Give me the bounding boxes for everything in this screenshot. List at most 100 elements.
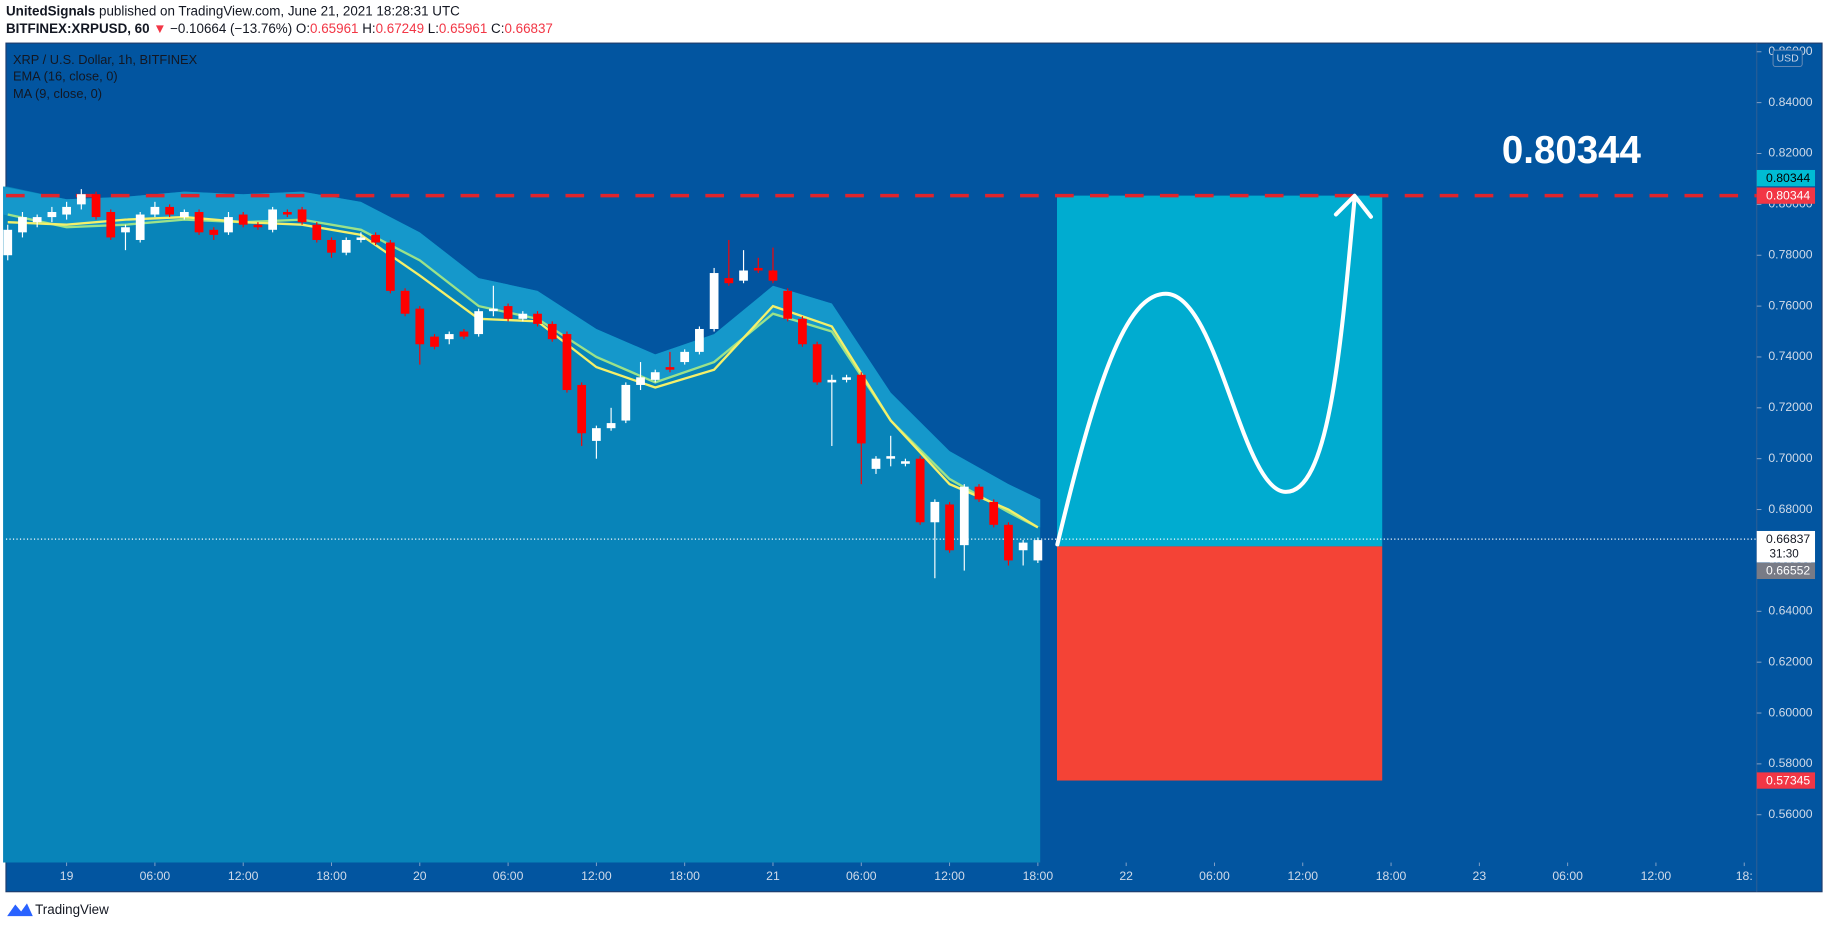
x-tick-label: 12:00 bbox=[1287, 869, 1318, 883]
y-tick-label: 0.68000 bbox=[1768, 502, 1812, 516]
candle-body bbox=[621, 384, 631, 421]
candle-body bbox=[945, 504, 954, 551]
y-tick-label: 0.70000 bbox=[1768, 451, 1812, 465]
currency: USD bbox=[1777, 54, 1800, 65]
candle-body bbox=[547, 323, 557, 340]
x-tick-label: 06:00 bbox=[493, 869, 524, 883]
y-tick-label: 0.62000 bbox=[1768, 654, 1812, 668]
price-label: 0.80344 bbox=[1766, 188, 1810, 202]
candle-body bbox=[76, 194, 86, 205]
candle-body bbox=[341, 239, 351, 253]
candles bbox=[3, 189, 1043, 579]
x-tick-label: 18: bbox=[1736, 869, 1753, 883]
candle-body bbox=[768, 270, 778, 281]
candle-body bbox=[562, 334, 572, 391]
y-tick-label: 0.82000 bbox=[1768, 146, 1812, 160]
candle-body bbox=[224, 217, 233, 233]
y-tick-label: 0.76000 bbox=[1768, 298, 1812, 312]
x-tick-label: 20 bbox=[413, 869, 427, 883]
target-annotation: 0.80344 bbox=[1502, 129, 1642, 172]
x-tick-label: 06:00 bbox=[140, 869, 171, 883]
x-tick-label: 18:00 bbox=[1376, 869, 1407, 883]
candle-body bbox=[783, 290, 793, 319]
area-fill bbox=[3, 186, 1041, 863]
price-label: 0.57345 bbox=[1766, 773, 1810, 787]
header-line-2: BITFINEX:XRPUSD, 60 ▼ −0.10664 (−13.76%) … bbox=[6, 21, 553, 36]
candle-body bbox=[312, 224, 322, 240]
candle-body bbox=[121, 227, 130, 233]
candle-body bbox=[135, 214, 145, 240]
current-price-label: 0.66837 bbox=[1766, 532, 1810, 546]
candle-body bbox=[327, 239, 336, 253]
candle-body bbox=[974, 486, 984, 500]
axes: 0.560000.580000.600000.620000.640000.660… bbox=[60, 44, 1816, 883]
x-tick-label: 06:00 bbox=[1199, 869, 1230, 883]
candle-body bbox=[886, 456, 896, 459]
candle-body bbox=[592, 428, 601, 441]
candle-body bbox=[680, 351, 690, 363]
candle-body bbox=[739, 270, 748, 281]
price-label: 0.66552 bbox=[1766, 564, 1810, 578]
legend-title: XRP / U.S. Dollar, 1h, BITFINEX bbox=[13, 52, 198, 67]
candle-body bbox=[1018, 542, 1028, 551]
y-tick-label: 0.84000 bbox=[1768, 95, 1812, 109]
candle-body bbox=[268, 209, 278, 230]
x-tick-label: 22 bbox=[1119, 869, 1133, 883]
y-tick-label: 0.74000 bbox=[1768, 349, 1812, 363]
x-tick-label: 18:00 bbox=[1023, 869, 1054, 883]
candle-body bbox=[503, 306, 513, 319]
candle-body bbox=[989, 501, 999, 525]
legend-ma: MA (9, close, 0) bbox=[13, 86, 102, 101]
candle-body bbox=[415, 308, 425, 345]
candle-body bbox=[371, 234, 381, 243]
candle-body bbox=[709, 273, 719, 329]
candle-body bbox=[1033, 540, 1043, 561]
y-tick-label: 0.72000 bbox=[1768, 400, 1812, 414]
x-tick-label: 06:00 bbox=[846, 869, 877, 883]
high-label: H: bbox=[362, 21, 375, 36]
candle-body bbox=[62, 206, 71, 215]
candle-body bbox=[194, 211, 204, 233]
close-label: C: bbox=[491, 21, 504, 36]
currency-box bbox=[1772, 49, 1803, 67]
candle-body bbox=[577, 384, 587, 434]
candle-body bbox=[238, 214, 248, 225]
x-tick-label: 12:00 bbox=[1641, 869, 1672, 883]
candle-body bbox=[1004, 524, 1013, 561]
change: −0.10664 (−13.76%) bbox=[170, 21, 292, 36]
candle-body bbox=[459, 331, 469, 337]
close: 0.66837 bbox=[504, 21, 552, 36]
x-tick-label: 12:00 bbox=[581, 869, 612, 883]
price-label-box bbox=[1756, 772, 1816, 789]
y-tick-label: 0.56000 bbox=[1768, 807, 1812, 821]
projection-arrowhead bbox=[1333, 193, 1373, 219]
x-tick-label: 06:00 bbox=[1552, 869, 1583, 883]
candle-body bbox=[753, 267, 763, 271]
y-tick-label: 0.60000 bbox=[1768, 705, 1812, 719]
x-tick-label: 18:00 bbox=[669, 869, 700, 883]
low-label: L: bbox=[428, 21, 439, 36]
candle-body bbox=[18, 217, 27, 233]
candle-body bbox=[179, 211, 189, 218]
x-tick-label: 18:00 bbox=[316, 869, 347, 883]
candle-body bbox=[665, 367, 675, 370]
price-label-box bbox=[1756, 187, 1816, 204]
candle-body bbox=[724, 278, 734, 284]
candle-body bbox=[959, 486, 969, 546]
candle-body bbox=[47, 211, 57, 218]
candle-body bbox=[297, 209, 307, 223]
x-tick-label: 12:00 bbox=[228, 869, 259, 883]
candle-body bbox=[695, 328, 704, 352]
publisher: UnitedSignals bbox=[6, 3, 95, 18]
candle-body bbox=[253, 224, 263, 228]
brand: TradingView bbox=[35, 902, 109, 917]
candle-body bbox=[356, 237, 366, 240]
candle-body bbox=[930, 501, 940, 523]
candle-body bbox=[812, 344, 822, 383]
candle-body bbox=[489, 308, 498, 312]
candle-body bbox=[385, 242, 395, 291]
candle-body bbox=[915, 458, 925, 523]
candle-body bbox=[871, 458, 881, 469]
x-tick-label: 23 bbox=[1473, 869, 1487, 883]
